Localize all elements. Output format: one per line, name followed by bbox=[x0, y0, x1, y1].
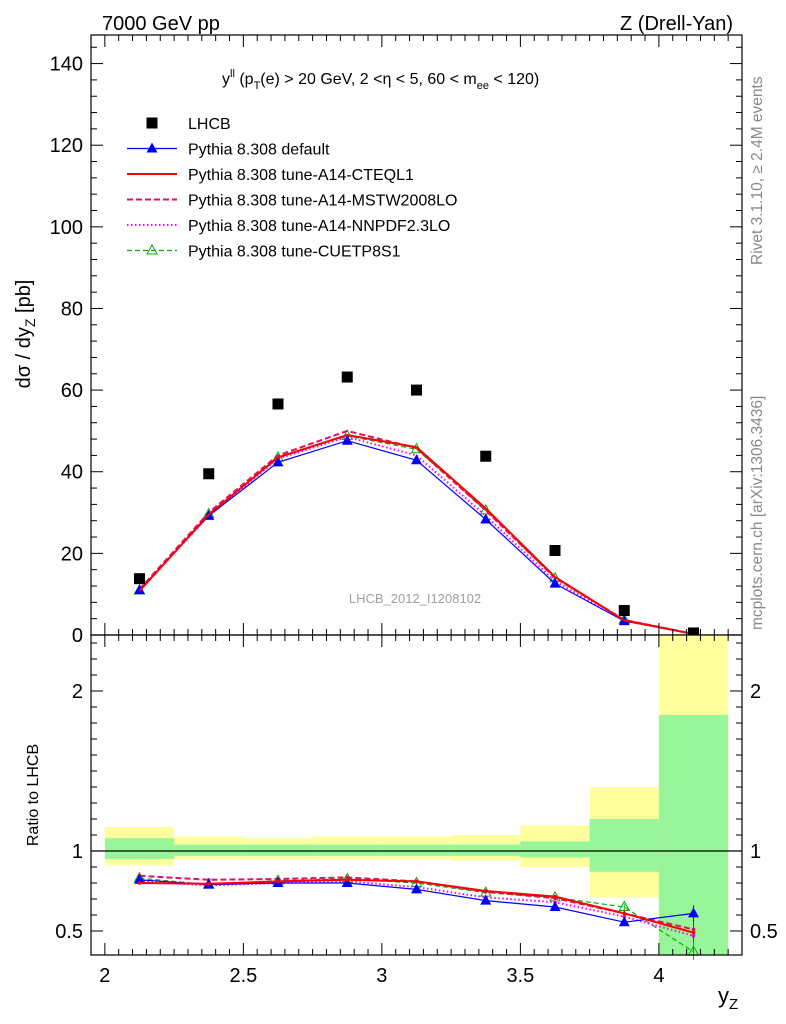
main-point-default bbox=[272, 456, 284, 467]
ratio-point-default bbox=[411, 883, 422, 894]
legend-item-mstw: Pythia 8.308 tune-A14-MSTW2008LO bbox=[127, 193, 457, 210]
main-point-default bbox=[480, 513, 492, 524]
x-axis-label: yZ bbox=[718, 983, 738, 1013]
x-tick-label: 4 bbox=[653, 965, 664, 987]
ratio-band-inner bbox=[451, 844, 521, 856]
main-point-default bbox=[133, 584, 145, 595]
cut-text: yll (pT(e) > 20 GeV, 2 <η < 5, 60 < mee … bbox=[222, 68, 539, 92]
data-point bbox=[549, 545, 561, 557]
main-line-cteql1 bbox=[138, 433, 694, 635]
data-point bbox=[411, 384, 422, 396]
main-panel-series bbox=[133, 371, 700, 639]
legend-label-mstw: Pythia 8.308 tune-A14-MSTW2008LO bbox=[188, 193, 457, 210]
main-y-axis-label: dσ / dyZ [pb] bbox=[13, 280, 38, 389]
ratio-y-tick-label-right: 1 bbox=[750, 841, 761, 863]
main-y-tick-label: 80 bbox=[61, 298, 83, 320]
main-point-default bbox=[411, 454, 422, 465]
ratio-point-cteql1 bbox=[691, 930, 696, 935]
ratio-frame bbox=[90, 634, 743, 956]
rivet-label: Rivet 3.1.10, ≥ 2.4M events bbox=[749, 76, 766, 265]
legend-marker-cuetp bbox=[146, 243, 158, 255]
ratio-point-default bbox=[549, 901, 561, 911]
main-point-default bbox=[549, 577, 561, 588]
mcplots-label: mcplots.cern.ch [arXiv:1306.3436] bbox=[749, 396, 766, 630]
legend-label-data: LHCB bbox=[188, 116, 231, 133]
main-y-tick-label: 40 bbox=[61, 462, 83, 484]
main-y-tick-label: 60 bbox=[61, 380, 83, 402]
legend: LHCB Pythia 8.308 default Pythia 8.308 tun… bbox=[127, 116, 457, 261]
ratio-series-default bbox=[133, 873, 700, 927]
analysis-watermark: LHCB_2012_I1208102 bbox=[349, 591, 481, 606]
ratio-point-default bbox=[618, 916, 630, 927]
x-tick-label: 3.5 bbox=[506, 965, 534, 987]
data-point bbox=[618, 605, 630, 617]
data-point bbox=[272, 398, 284, 410]
legend-label-cuetp: Pythia 8.308 tune-CUETP8S1 bbox=[188, 244, 401, 261]
legend-item-cteql1: Pythia 8.308 tune-A14-CTEQL1 bbox=[127, 167, 414, 184]
ratio-band-inner bbox=[312, 844, 382, 856]
x-tick-label: 2.5 bbox=[229, 965, 257, 987]
main-series-default bbox=[133, 434, 700, 638]
main-point-default bbox=[341, 434, 353, 445]
ratio-y-tick-label-right: 2 bbox=[750, 681, 761, 703]
main-y-tick-label: 140 bbox=[50, 54, 83, 76]
ratio-y-axis-label: Ratio to LHCB bbox=[25, 744, 42, 846]
ratio-point-cteql1 bbox=[414, 879, 419, 884]
legend-marker-default bbox=[146, 142, 158, 153]
ratio-point-cteql1 bbox=[622, 911, 627, 916]
ratio-band-inner bbox=[520, 841, 590, 858]
ratio-point-cteql1 bbox=[345, 878, 350, 882]
ratio-band-inner bbox=[243, 844, 313, 856]
ratio-point-default bbox=[480, 894, 492, 905]
ratio-panel-series bbox=[133, 871, 700, 960]
main-y-tick-label: 0 bbox=[72, 625, 83, 647]
data-point bbox=[480, 450, 492, 462]
x-tick-label: 2 bbox=[99, 965, 110, 987]
ratio-point-cteql1 bbox=[206, 882, 211, 886]
main-series-data bbox=[133, 371, 700, 639]
ratio-panel-bands bbox=[91, 635, 742, 955]
ratio-point-default bbox=[688, 907, 700, 918]
legend-label-default: Pythia 8.308 default bbox=[188, 142, 330, 159]
ratio-point-default bbox=[341, 877, 353, 887]
ratio-point-cteql1 bbox=[483, 889, 488, 893]
ratio-y-tick-label-left: 2 bbox=[72, 681, 83, 703]
ratio-band-inner bbox=[589, 819, 659, 872]
main-y-tick-label: 120 bbox=[50, 135, 83, 157]
header-right: Z (Drell-Yan) bbox=[620, 13, 733, 35]
main-panel-axes: 0 20 40 60 80 100 120 140 bbox=[50, 34, 743, 647]
ratio-point-default bbox=[133, 873, 145, 884]
ratio-point-cteql1 bbox=[553, 894, 557, 899]
ratio-y-tick-label-left: 1 bbox=[72, 841, 83, 863]
data-point bbox=[341, 371, 353, 383]
ratio-point-cteql1 bbox=[137, 881, 142, 885]
main-y-tick-label: 100 bbox=[50, 217, 83, 239]
legend-item-default: Pythia 8.308 default bbox=[127, 142, 330, 159]
ratio-y-tick-label-left: 0.5 bbox=[55, 921, 83, 943]
data-point bbox=[133, 573, 145, 585]
ratio-point-cteql1 bbox=[276, 879, 280, 884]
main-y-tick-label: 20 bbox=[61, 543, 83, 565]
legend-marker-data bbox=[146, 117, 158, 129]
legend-item-nnpdf: Pythia 8.308 tune-A14-NNPDF2.3LO bbox=[127, 218, 450, 235]
legend-item-cuetp: Pythia 8.308 tune-CUETP8S1 bbox=[127, 244, 401, 261]
ratio-band-inner bbox=[174, 844, 244, 856]
legend-label-nnpdf: Pythia 8.308 tune-A14-NNPDF2.3LO bbox=[188, 218, 450, 235]
header-left: 7000 GeV pp bbox=[102, 13, 220, 35]
ratio-band-inner bbox=[104, 838, 175, 859]
x-tick-label: 3 bbox=[376, 965, 387, 987]
ratio-y-tick-label-right: 0.5 bbox=[750, 921, 778, 943]
legend-item-data: LHCB bbox=[146, 116, 231, 133]
ratio-panel-axes: 0.5 0.5 1 1 2 2 2 2.5 3 3.5 4 bbox=[55, 634, 778, 987]
main-series-cteql1 bbox=[138, 433, 694, 635]
data-point bbox=[203, 468, 215, 480]
ratio-band-inner bbox=[381, 844, 452, 856]
legend-label-cteql1: Pythia 8.308 tune-A14-CTEQL1 bbox=[188, 167, 414, 184]
ratio-series-cteql1 bbox=[137, 878, 696, 943]
data-point bbox=[688, 627, 700, 639]
